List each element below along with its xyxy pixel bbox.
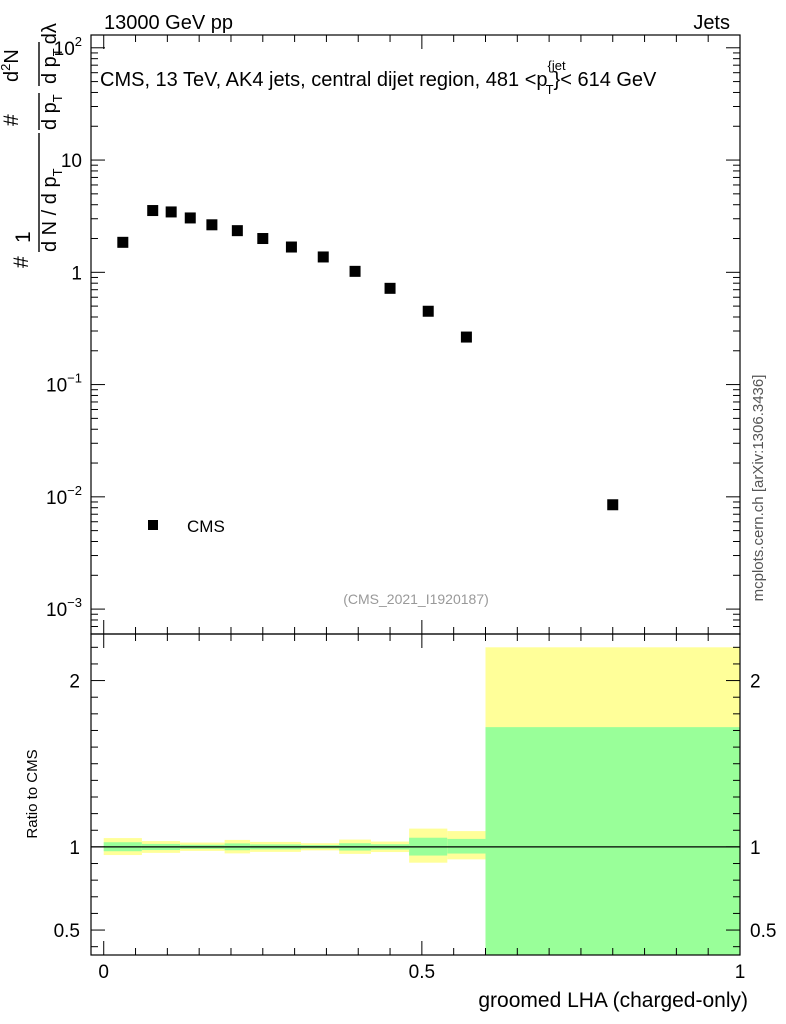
main-y-tick-label: 102 xyxy=(54,34,82,60)
main-panel: 102 10 1 10−1 10−2 10−3 xyxy=(46,34,741,635)
x-axis-label: groomed LHA (charged-only) xyxy=(478,989,748,1012)
legend-marker xyxy=(148,520,158,530)
cms-data-point xyxy=(165,206,177,218)
cms-data-point xyxy=(285,241,297,253)
y-label-hash-2: # xyxy=(0,114,23,126)
cms-data-point xyxy=(147,205,159,217)
x-tick-label: 1 xyxy=(735,962,746,983)
y-label-dpt-2: d pTdλ xyxy=(39,23,65,84)
ratio-y-tick-label-right: 1 xyxy=(750,838,761,859)
ratio-band-inner xyxy=(485,727,740,955)
y-label-dpt: d pT xyxy=(39,94,65,130)
main-y-tick-label: 10−3 xyxy=(46,595,82,621)
main-y-tick-label: 10−2 xyxy=(46,483,82,509)
ratio-y-tick-label: 0.5 xyxy=(54,921,80,942)
ratio-frame xyxy=(90,633,741,956)
mcplots-side-label: mcplots.cern.ch [arXiv:1306.3436] xyxy=(750,375,767,602)
cms-data-point xyxy=(607,499,619,511)
legend: CMS xyxy=(148,517,225,536)
ratio-y-axis-label: Ratio to CMS xyxy=(24,749,41,838)
y-label-d2n: d2N xyxy=(0,49,23,82)
cms-data-point xyxy=(117,236,129,248)
main-axis-ticks xyxy=(91,35,741,635)
cms-data-point xyxy=(206,219,218,231)
cms-data-point xyxy=(317,251,329,263)
cms-data-point xyxy=(257,233,269,245)
cms-data-point xyxy=(231,225,243,237)
y-label-fraction-numerator: 1 xyxy=(12,231,35,243)
cms-data-point xyxy=(460,331,472,343)
cms-data-point xyxy=(384,282,396,294)
header-energy-label: 13000 GeV pp xyxy=(104,12,233,34)
x-tick-label: 0.5 xyxy=(409,962,435,983)
main-y-axis-label: # 1 d N / d pT # d pT d2N d pTdλ xyxy=(0,23,65,268)
chart-title: CMS, 13 TeV, AK4 jets, central dijet reg… xyxy=(100,58,657,97)
ratio-y-tick-labels: 2 2 1 1 0.5 0.5 xyxy=(54,672,777,942)
main-y-tick-label: 10−1 xyxy=(46,371,82,397)
cms-data-point xyxy=(184,212,196,224)
ratio-band-inner xyxy=(447,838,486,854)
cms-data-point xyxy=(422,305,434,317)
ratio-uncertainty-bands xyxy=(103,647,740,955)
main-y-tick-labels: 102 10 1 10−1 10−2 10−3 xyxy=(46,34,82,621)
header-process-label: Jets xyxy=(693,12,730,34)
main-y-tick-label: 10 xyxy=(61,151,82,172)
ratio-y-tick-label: 1 xyxy=(69,838,80,859)
cms-data-point xyxy=(349,265,361,277)
cms-data-markers xyxy=(117,205,619,511)
x-tick-label: 0 xyxy=(98,962,109,983)
ratio-x-tick-labels: 0 0.5 1 xyxy=(98,962,745,983)
y-label-fraction-denominator: d N / d pT xyxy=(39,168,65,252)
main-frame xyxy=(90,34,741,635)
legend-label: CMS xyxy=(187,517,225,536)
main-y-tick-label: 1 xyxy=(71,263,82,284)
ratio-y-tick-label-right: 2 xyxy=(750,672,761,693)
ratio-panel: 2 21 10.5 0.5 0 0.5 1 xyxy=(54,633,777,983)
analysis-id-label: (CMS_2021_I1920187) xyxy=(343,591,489,607)
ratio-y-tick-label-right: 0.5 xyxy=(750,921,776,942)
y-label-hash: # xyxy=(10,256,33,268)
ratio-y-tick-label: 2 xyxy=(69,672,80,693)
